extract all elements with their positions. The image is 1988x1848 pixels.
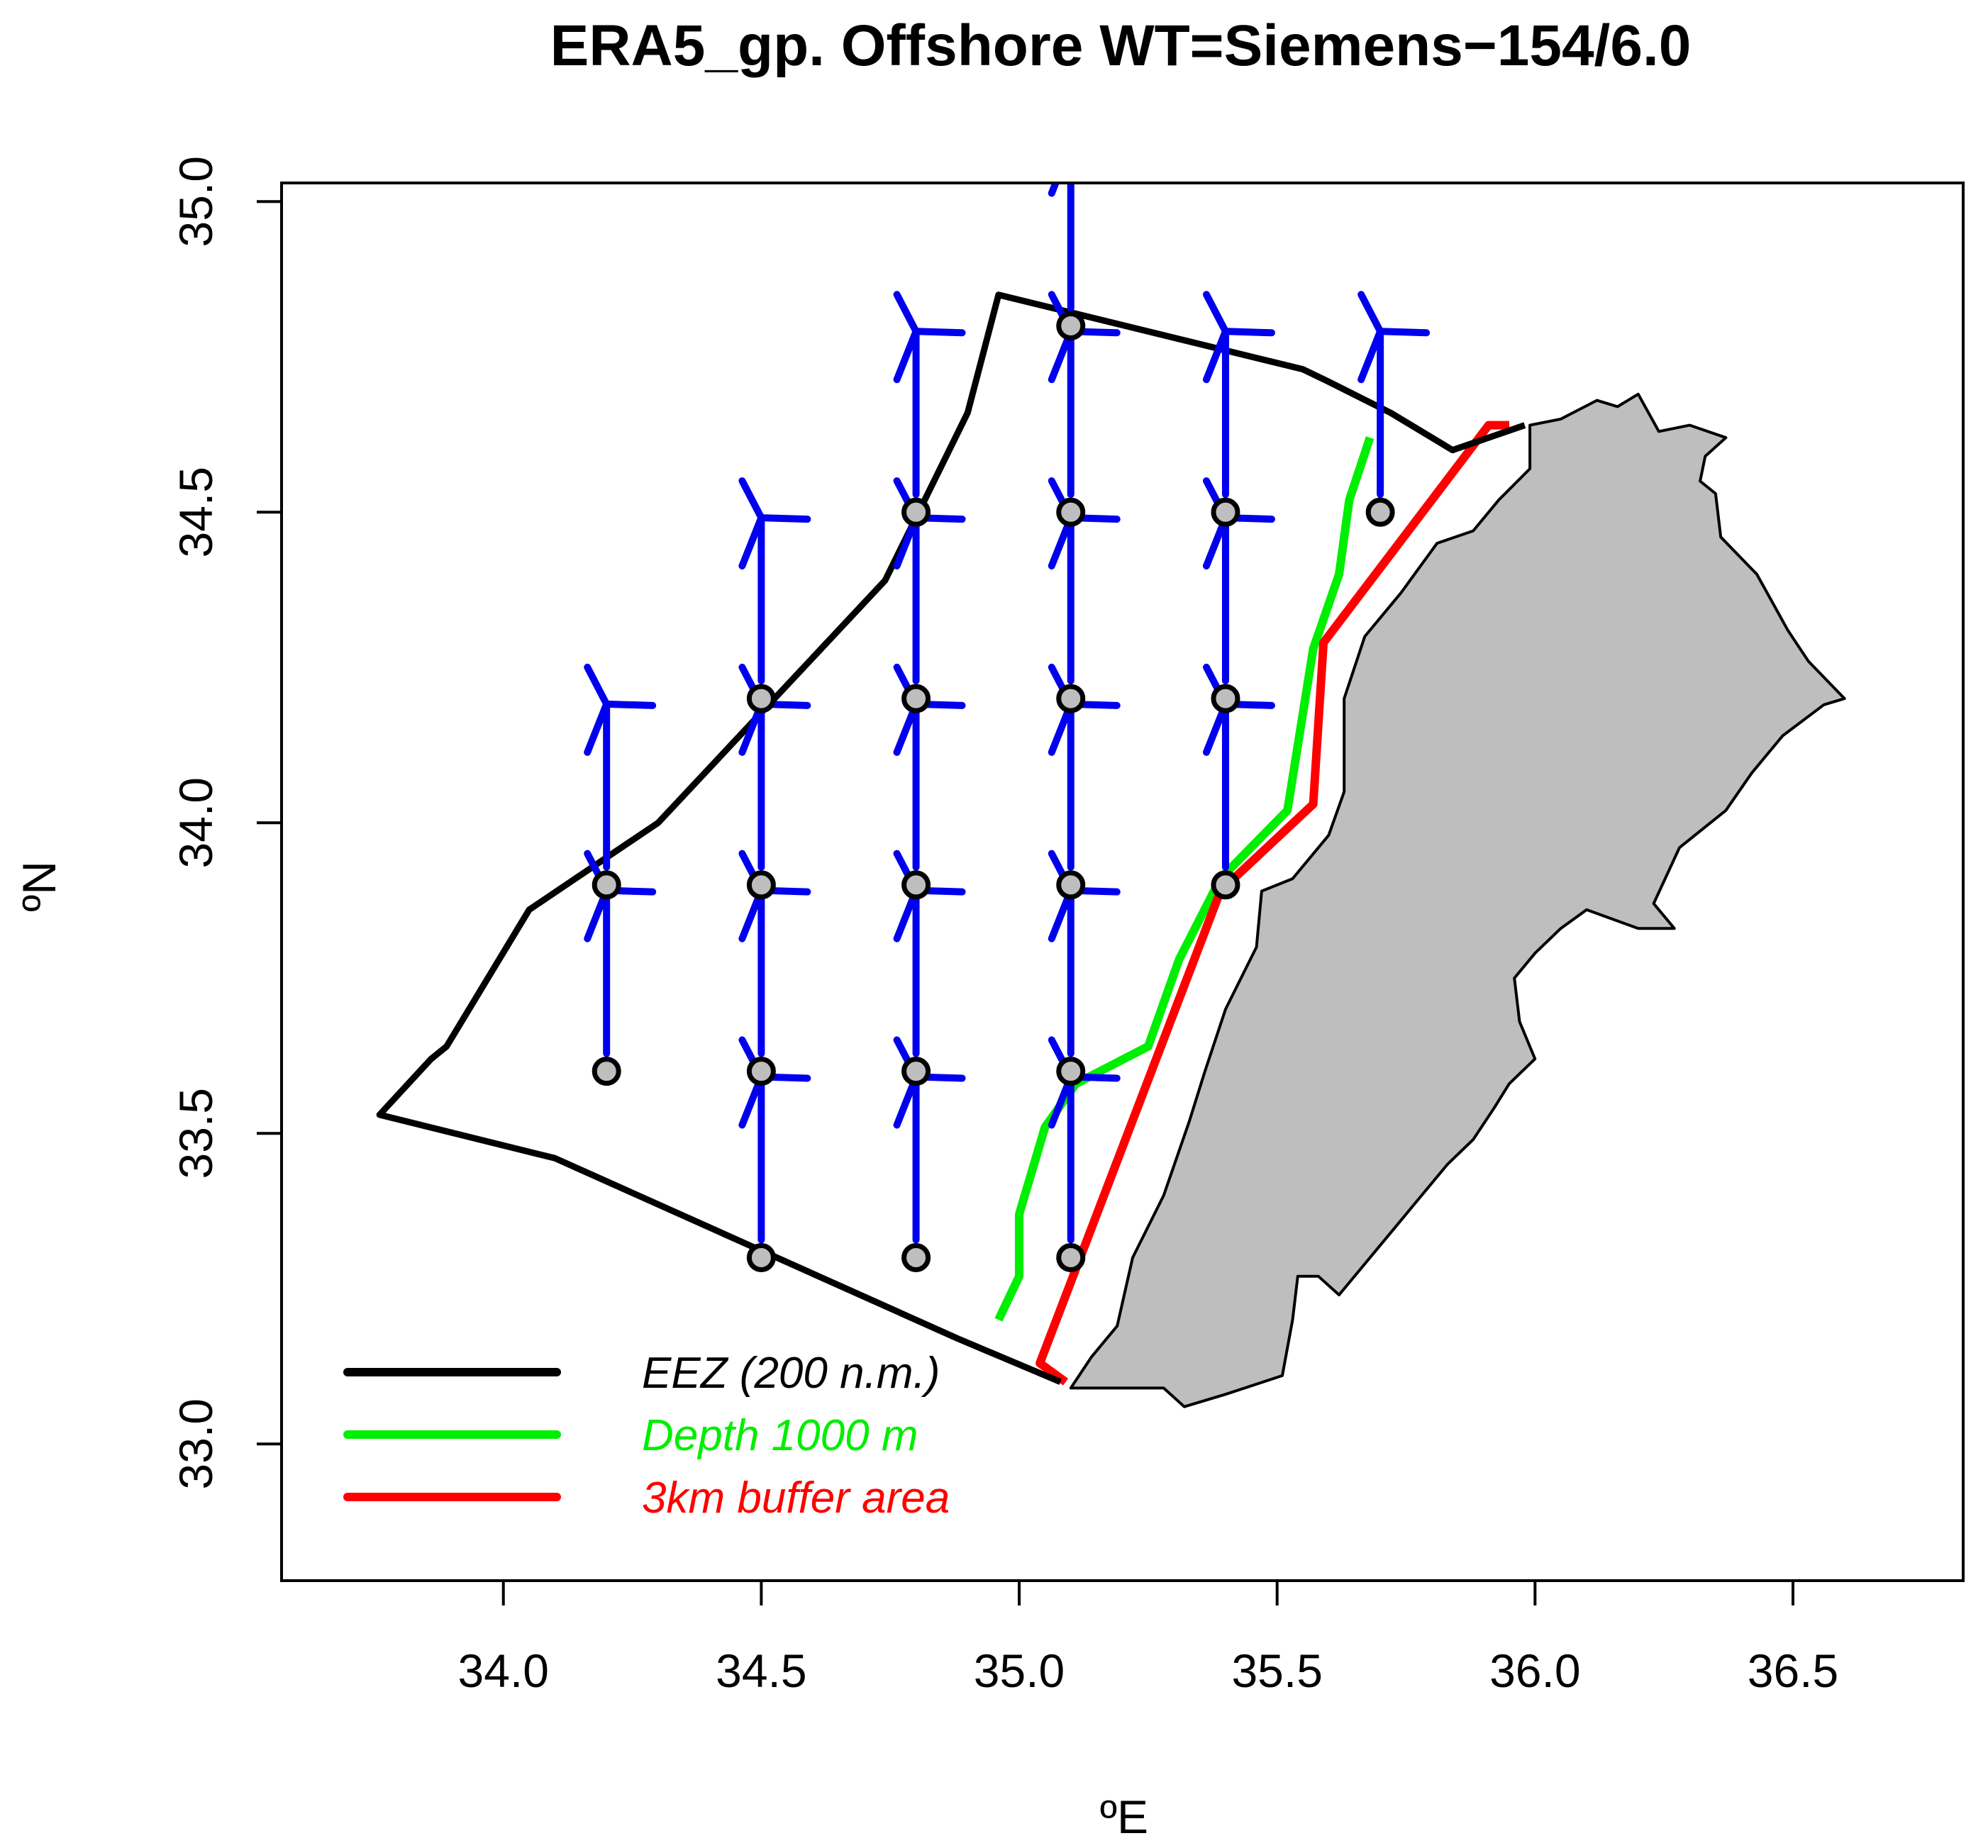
grid-point	[1056, 870, 1086, 900]
legend-label: 3km buffer area	[642, 1474, 950, 1523]
grid-point	[1365, 497, 1395, 527]
turbine-icon	[584, 663, 657, 871]
turbine-icon	[1202, 291, 1275, 499]
grid-point	[901, 870, 931, 900]
turbine-icon	[1357, 291, 1431, 499]
map-layers	[376, 108, 1846, 1408]
turbine-blade	[1202, 328, 1229, 384]
turbine-blade	[757, 514, 811, 523]
land-polygon	[1069, 392, 1846, 1408]
grid-point	[592, 1057, 621, 1086]
grid-point	[1056, 1057, 1086, 1086]
grid-point	[1056, 684, 1086, 713]
grid-point	[1056, 1242, 1086, 1272]
turbine-blade	[584, 663, 611, 708]
y-axis-label: ºN	[13, 861, 65, 912]
x-tick-label: 36.0	[1489, 1644, 1580, 1697]
turbine-icon	[893, 291, 966, 499]
legend-label: EEZ (200 n.m.)	[642, 1349, 940, 1398]
turbine-blade	[603, 700, 657, 709]
x-tick-label: 35.5	[1231, 1644, 1322, 1697]
turbine-icon	[738, 477, 811, 685]
turbine-blade	[912, 328, 966, 337]
x-tick-label: 34.0	[458, 1644, 549, 1697]
turbine-blade	[1052, 108, 1071, 145]
y-tick-label: 34.0	[170, 777, 222, 868]
legend: EEZ (200 n.m.) Depth 1000 m 3km buffer are…	[343, 1349, 950, 1523]
turbine-blade	[1202, 291, 1229, 335]
grid-point	[1056, 311, 1086, 340]
turbine-icon	[1048, 108, 1117, 312]
grid-point	[901, 1242, 931, 1272]
turbine-blade	[893, 328, 920, 384]
grid-point	[1056, 497, 1086, 527]
axes: 34.0 34.5 35.0 35.5 36.0 36.5 33.0 33.5 34.0 34.5…	[170, 156, 1838, 1697]
x-tick-label: 36.5	[1748, 1644, 1838, 1697]
y-tick-label: 33.0	[170, 1398, 222, 1489]
x-tick-label: 35.0	[974, 1644, 1065, 1697]
grid-point	[746, 684, 776, 713]
turbine-blade	[893, 291, 920, 335]
y-tick-label: 34.5	[170, 467, 222, 557]
turbine-blade	[1221, 328, 1275, 337]
x-axis-label: ºE	[1100, 1791, 1148, 1843]
y-tick-label: 33.5	[170, 1088, 222, 1179]
turbine-blade	[738, 514, 765, 570]
chart-title: ERA5_gp. Offshore WT=Siemens−154/6.0	[550, 13, 1692, 78]
grid-point	[746, 870, 776, 900]
depth-1000m-line	[994, 436, 1375, 1322]
legend-label: Depth 1000 m	[642, 1411, 918, 1460]
turbine-blade	[738, 477, 765, 522]
turbine-blade	[584, 700, 611, 756]
turbine-blade	[1377, 328, 1431, 337]
turbine-blade	[1048, 183, 1060, 197]
grid-point	[746, 1057, 776, 1086]
grid-point	[901, 684, 931, 713]
turbine-blade	[1071, 145, 1117, 146]
grid-point	[1211, 684, 1240, 713]
grid-point	[901, 497, 931, 527]
grid-point	[746, 1242, 776, 1272]
grid-point	[1211, 497, 1240, 527]
turbine-blade	[1357, 291, 1384, 335]
grid-point	[1211, 870, 1240, 900]
x-tick-label: 34.5	[716, 1644, 806, 1697]
turbine-blade	[1357, 328, 1384, 384]
y-tick-label: 35.0	[170, 156, 222, 247]
plot-area	[280, 108, 1965, 1582]
grid-point	[592, 870, 621, 900]
buffer-3km-line	[1035, 421, 1509, 1386]
grid-point	[901, 1057, 931, 1086]
